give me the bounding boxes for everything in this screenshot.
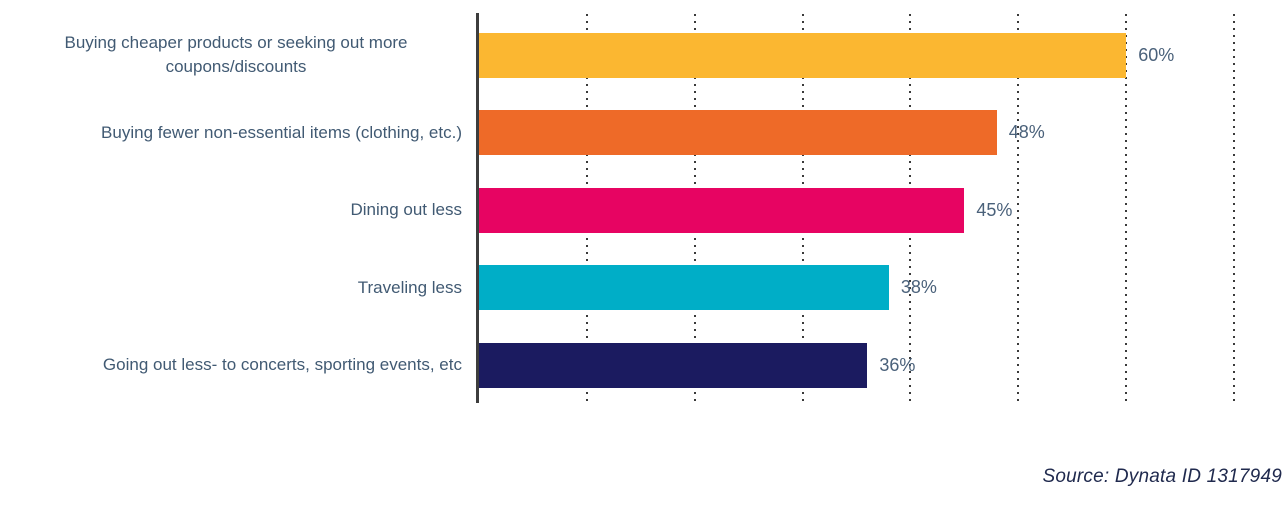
gridline-70pct xyxy=(1233,14,1236,402)
category-label: Going out less- to concerts, sporting ev… xyxy=(102,355,462,375)
source-note: Source: Dynata ID 1317949 xyxy=(1042,466,1282,487)
value-label: 45% xyxy=(976,199,1013,220)
category-label: Buying fewer non-essential items (clothi… xyxy=(101,122,462,142)
bar xyxy=(479,342,868,388)
value-label: 48% xyxy=(1008,122,1045,142)
category-label: Buying cheaper products or seeking out m… xyxy=(64,33,408,76)
category-label: Traveling less xyxy=(357,277,462,297)
bar xyxy=(479,265,889,310)
gridline-50pct xyxy=(1017,14,1020,402)
bar xyxy=(479,110,997,155)
y-axis-line xyxy=(476,13,479,403)
value-label: 36% xyxy=(879,354,916,375)
bar xyxy=(479,32,1127,78)
value-label: 38% xyxy=(900,277,937,297)
bar xyxy=(479,187,965,233)
value-label: 60% xyxy=(1138,44,1175,65)
category-label: Dining out less xyxy=(350,200,462,220)
gridline-60pct xyxy=(1125,14,1128,402)
